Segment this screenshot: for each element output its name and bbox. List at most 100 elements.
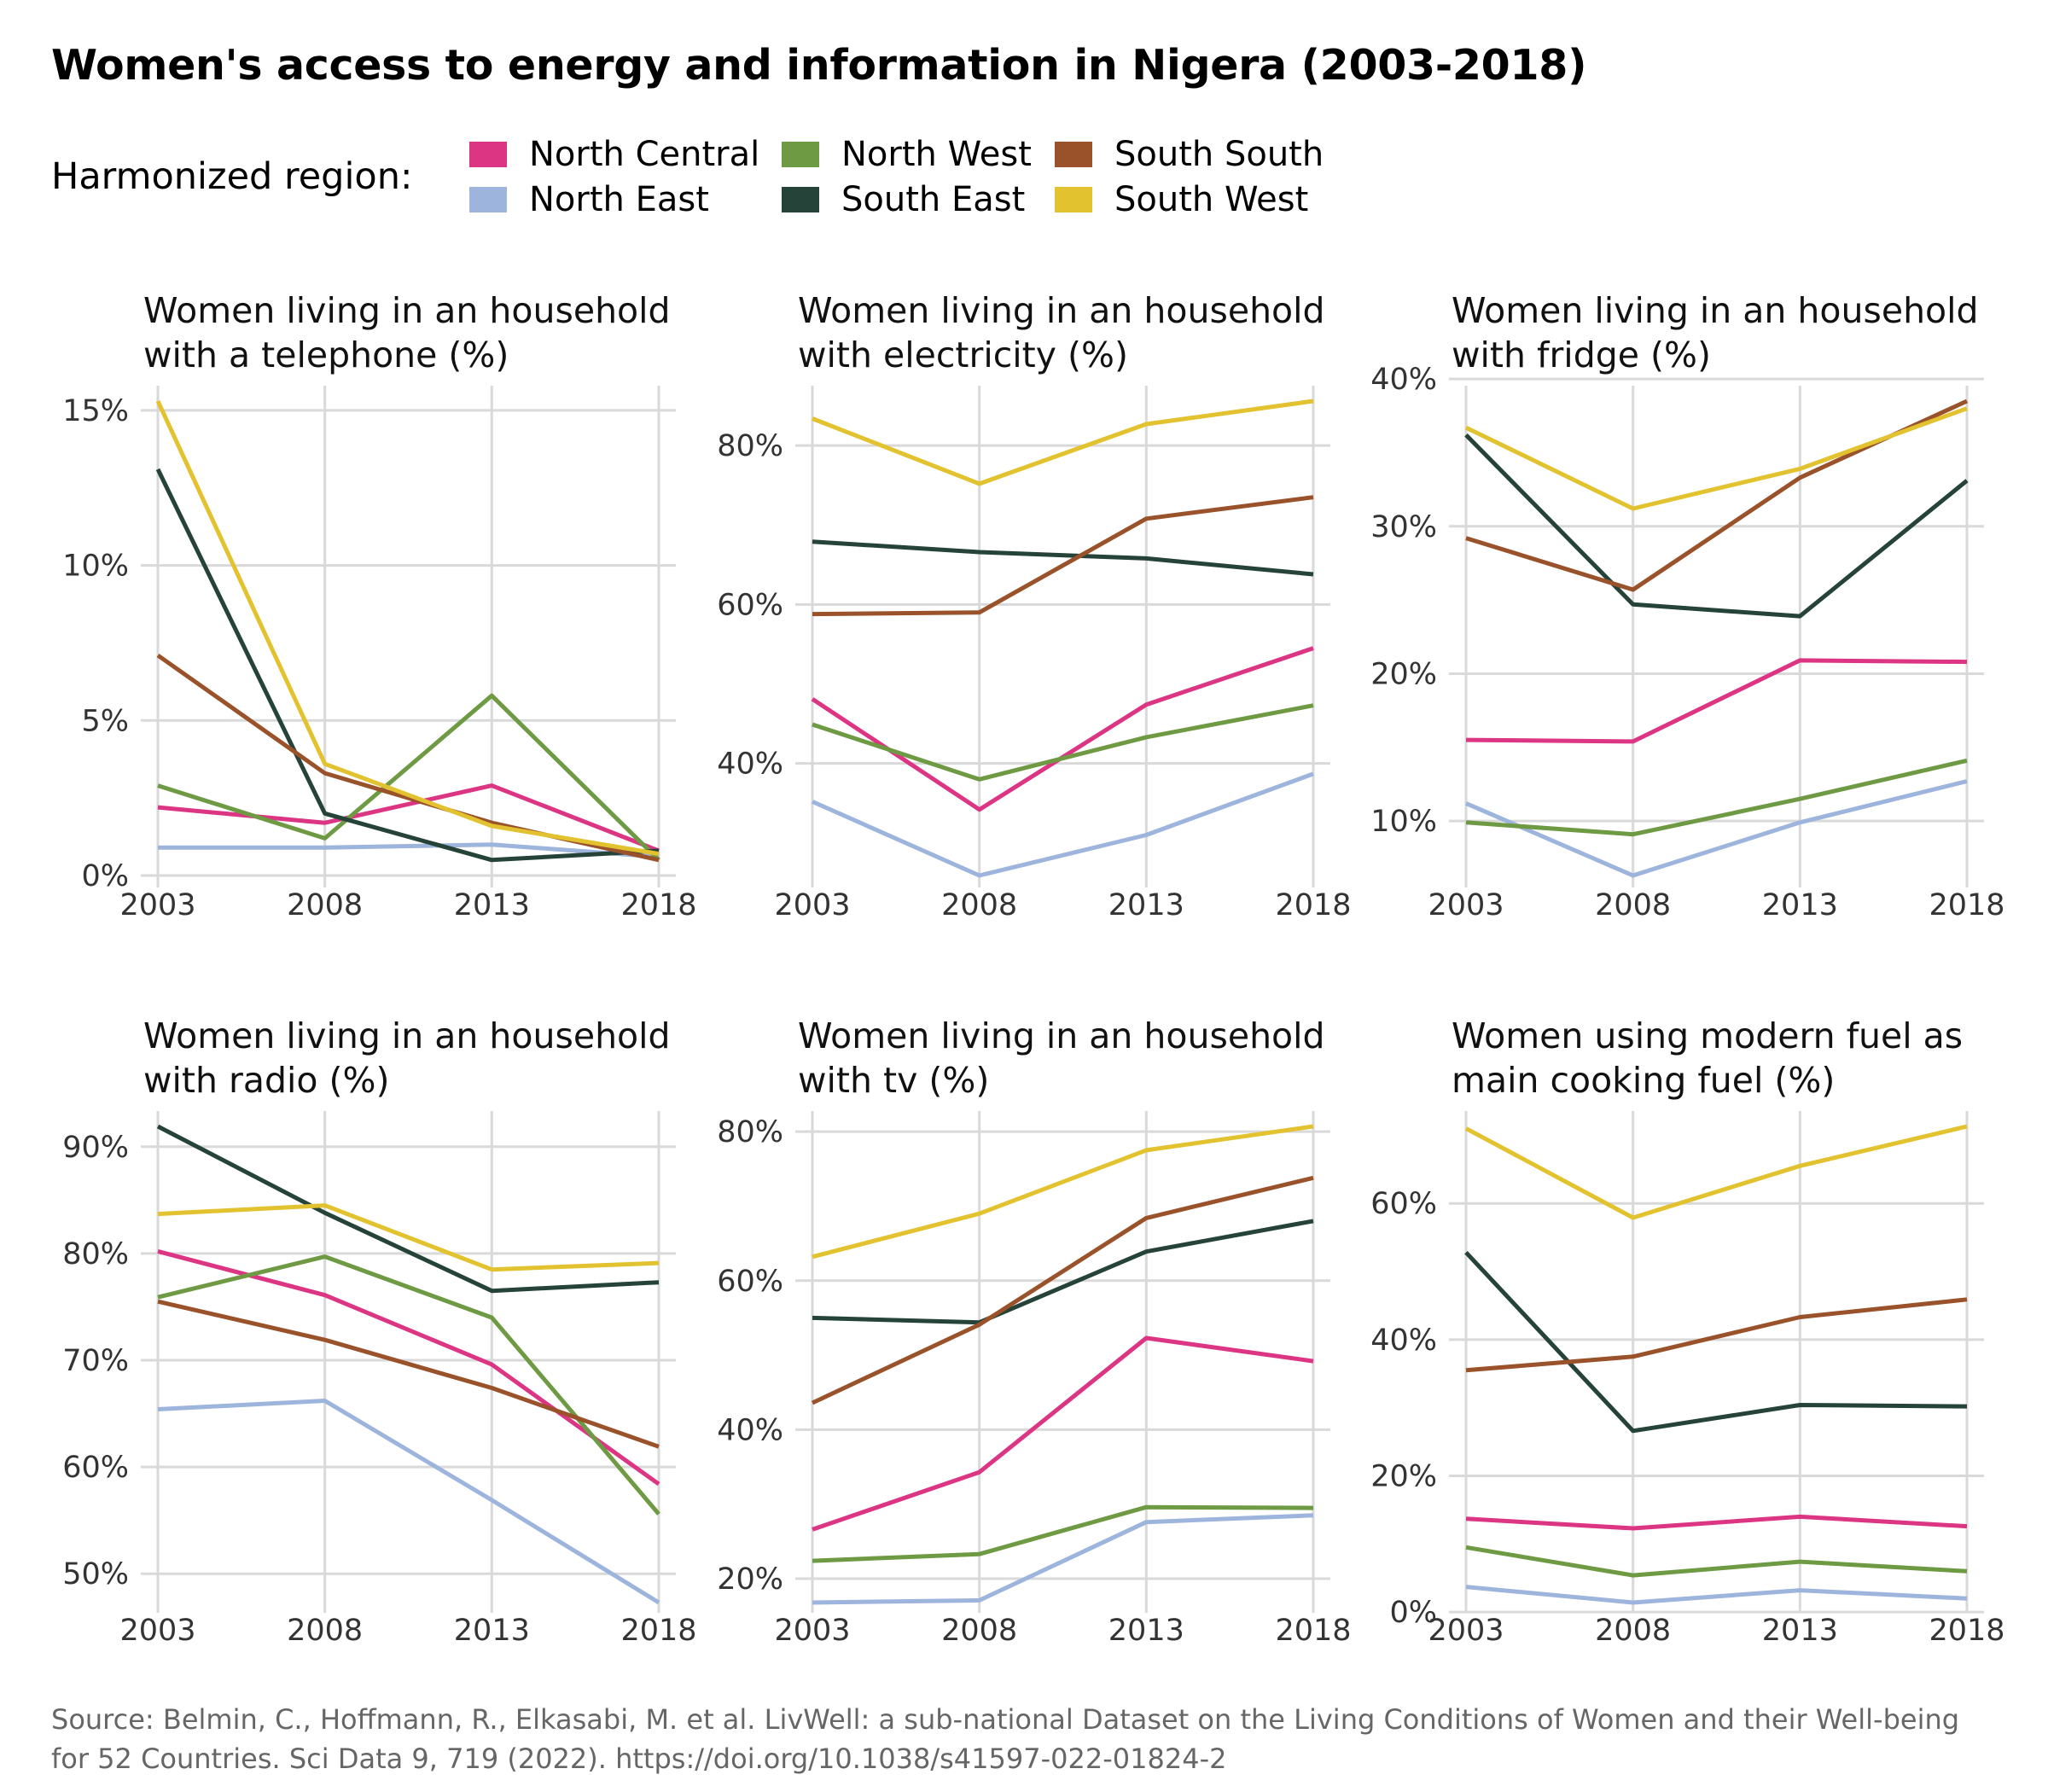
panel-title: with fridge (%) [1452, 335, 1711, 375]
series-line-north-central [157, 783, 660, 853]
legend-label: North West [841, 135, 1032, 174]
series-line-south-south [157, 1299, 660, 1449]
y-tick-label: 20% [1370, 1460, 1437, 1494]
panel-title: Women using modern fuel as [1452, 1015, 1963, 1056]
series-line-north-east [811, 771, 1314, 878]
y-tick-label: 80% [62, 1237, 129, 1271]
caption-line-2: for 52 Countries. Sci Data 9, 719 (2022)… [51, 1743, 1227, 1775]
panel-title: with a telephone (%) [143, 335, 509, 375]
x-tick-label: 2003 [119, 1614, 195, 1648]
chart-title: Women's access to energy and information… [51, 41, 1587, 90]
series-line-north-west [157, 1254, 660, 1516]
x-tick-label: 2003 [774, 888, 850, 922]
legend-label: South South [1114, 135, 1324, 174]
series-line-south-east [1464, 1250, 1968, 1434]
series-line-south-east [1464, 433, 1969, 619]
series-line-north-central [812, 1335, 1314, 1532]
y-tick-label: 60% [717, 588, 783, 622]
x-tick-label: 2018 [1929, 888, 2004, 922]
y-tick-label: 0% [1389, 1596, 1437, 1630]
series-line-north-west [1465, 758, 1968, 837]
y-tick-label: 60% [62, 1451, 129, 1485]
series-line-north-central [1465, 658, 1968, 744]
y-tick-label: 30% [1370, 510, 1437, 544]
legend-label: South West [1114, 180, 1309, 219]
legend-swatch [1055, 187, 1092, 212]
panel-title: Women living in an household [1452, 290, 1979, 331]
series-line-south-west [1464, 1124, 1968, 1220]
legend-swatch [782, 142, 819, 167]
legend-swatch [469, 142, 507, 167]
y-tick-label: 50% [62, 1557, 129, 1591]
series-line-north-east [157, 1399, 660, 1605]
y-tick-label: 15% [62, 394, 129, 428]
y-tick-label: 60% [1370, 1187, 1437, 1221]
x-tick-label: 2018 [620, 888, 696, 922]
panel-title: Women living in an household [798, 1015, 1325, 1056]
legend-title: Harmonized region: [51, 155, 413, 198]
series-line-north-east [812, 1513, 1314, 1605]
panel-title: with radio (%) [143, 1060, 389, 1101]
legend-item-north-east: North East [469, 180, 709, 219]
x-tick-label: 2008 [1595, 1614, 1671, 1648]
series-line-south-south [1465, 1297, 1968, 1373]
series-line-south-west [812, 1124, 1314, 1260]
legend-item-south-south: South South [1055, 135, 1324, 174]
x-tick-label: 2013 [1762, 1614, 1838, 1648]
caption-line-1: Source: Belmin, C., Hoffmann, R., Elkasa… [51, 1703, 1960, 1736]
x-tick-label: 2013 [454, 1614, 530, 1648]
legend-label: North Central [529, 135, 760, 174]
series-line-south-east [812, 1219, 1314, 1325]
x-tick-label: 2003 [774, 1614, 850, 1648]
x-tick-label: 2008 [941, 1614, 1017, 1648]
panel-title: Women living in an household [798, 290, 1325, 331]
x-tick-label: 2018 [1929, 1614, 2004, 1648]
series-line-south-south [156, 653, 660, 863]
y-tick-label: 40% [1370, 363, 1437, 397]
y-tick-label: 70% [62, 1344, 129, 1378]
panel-title: Women living in an household [143, 290, 671, 331]
y-tick-label: 40% [1370, 1324, 1437, 1358]
legend-item-north-west: North West [782, 135, 1032, 174]
x-tick-label: 2003 [1428, 1614, 1504, 1648]
series-line-north-east [1465, 779, 1968, 878]
y-tick-label: 60% [717, 1265, 783, 1299]
legend-swatch [469, 187, 507, 212]
x-tick-label: 2013 [1108, 1614, 1184, 1648]
series-line-south-west [157, 1203, 660, 1272]
x-tick-label: 2008 [287, 888, 363, 922]
series-line-south-south [1465, 399, 1969, 592]
x-tick-label: 2013 [1108, 888, 1184, 922]
series-line-north-east [158, 842, 660, 859]
series-line-north-west [1465, 1545, 1968, 1578]
y-tick-label: 10% [1370, 805, 1437, 839]
x-tick-label: 2003 [119, 888, 195, 922]
y-tick-label: 90% [62, 1131, 129, 1165]
panel-title: Women living in an household [143, 1015, 671, 1056]
legend-swatch [782, 187, 819, 212]
y-tick-label: 40% [717, 748, 783, 782]
y-tick-label: 80% [717, 429, 783, 463]
series-line-north-central [157, 1248, 660, 1487]
series-line-north-west [812, 1504, 1314, 1563]
series-line-south-south [811, 1175, 1314, 1405]
legend-swatch [1055, 142, 1092, 167]
y-tick-label: 20% [717, 1562, 783, 1597]
series-line-south-south [812, 495, 1314, 617]
y-tick-label: 5% [81, 704, 129, 738]
series-line-south-west [155, 399, 660, 857]
x-tick-label: 2018 [1275, 1614, 1351, 1648]
y-tick-label: 80% [717, 1115, 783, 1149]
x-tick-label: 2008 [287, 1614, 363, 1648]
panel-title: with tv (%) [798, 1060, 989, 1101]
y-tick-label: 0% [81, 859, 129, 893]
series-line-north-central [1465, 1514, 1968, 1531]
legend-label: North East [529, 180, 709, 219]
panel-title: main cooking fuel (%) [1452, 1060, 1835, 1101]
